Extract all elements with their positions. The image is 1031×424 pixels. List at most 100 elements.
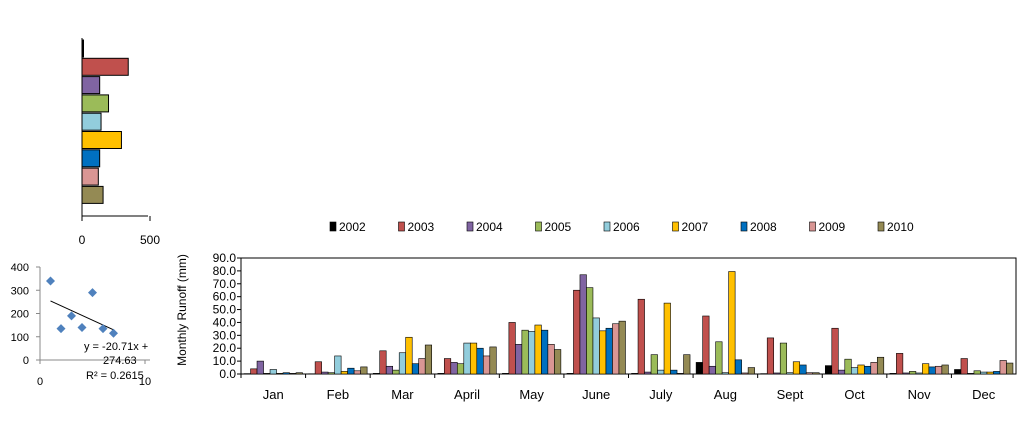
bar-July-2008: [670, 369, 678, 375]
x-tick-label: Aug: [714, 387, 737, 402]
bar-Oct-2010: [876, 356, 885, 375]
scatter-r-squared: R² = 0.2615: [86, 370, 144, 382]
bar-Dec-2005: [973, 370, 981, 375]
y-tick-label: 70.0: [213, 277, 237, 291]
bar-Sept-2003: [766, 337, 775, 375]
bar-Nov-2009: [935, 365, 943, 375]
legend-label-2010: 2010: [887, 220, 914, 234]
trend-scatter-chart: 0 100 200 300 400 0 10 y = -20.71x + 274.63 R²…: [11, 262, 151, 388]
bar-Mar-2010: [424, 344, 433, 375]
bar-May-2006: [528, 331, 536, 375]
bar-July-2010: [683, 354, 691, 375]
x-tick-label: Dec: [972, 387, 996, 402]
bar-Oct-2004: [837, 369, 846, 375]
bar-Dec-2006: [980, 371, 988, 375]
scatter-point: [46, 276, 55, 286]
y-tick-label: 30.0: [213, 328, 237, 342]
bar-June-2004: [579, 274, 587, 375]
annual-bar-2007: [81, 131, 122, 149]
bar-April-2005: [456, 363, 465, 375]
scatter-x-tick-label: 10: [139, 376, 151, 388]
bar-April-2002: [437, 373, 445, 375]
scatter-y-tick-label: 300: [11, 285, 29, 297]
annual-bar-tick-label: 0: [79, 233, 86, 247]
bar-Nov-2008: [928, 366, 936, 375]
scatter-point: [88, 288, 97, 298]
scatter-ticks: 0 100 200 300 400 0 10: [11, 262, 151, 388]
bar-Feb-2004: [321, 371, 329, 375]
legend-swatch-2005: [535, 221, 542, 232]
annual-bar-2009: [81, 167, 99, 186]
bar-April-2007: [469, 342, 478, 375]
scatter-y-tick-label: 200: [11, 309, 29, 321]
bar-Mar-2003: [379, 350, 387, 375]
bar-Mar-2009: [418, 358, 426, 375]
annual-bar-2006: [81, 112, 102, 131]
bar-Sept-2010: [812, 372, 820, 375]
legend-label-2003: 2003: [408, 220, 435, 234]
annual-bar-2003: [81, 57, 129, 76]
bar-Nov-2004: [902, 372, 910, 375]
bar-Mar-2008: [411, 363, 420, 375]
bar-June-2002: [566, 373, 574, 375]
bar-April-2006: [463, 342, 471, 375]
legend: 2002 2003 2004 2005 2006 2007 2008 2009 2010: [329, 220, 914, 234]
bar-May-2004: [515, 344, 523, 375]
bar-Feb-2009: [353, 370, 361, 375]
bar-Sept-2008: [799, 364, 807, 375]
bar-Dec-2008: [993, 371, 1001, 375]
bars: [243, 271, 1014, 375]
legend-label-2005: 2005: [545, 220, 572, 234]
x-tick-label: Nov: [908, 387, 932, 402]
bar-Nov-2005: [909, 371, 917, 375]
bar-Nov-2002: [889, 373, 897, 375]
bar-June-2010: [618, 320, 626, 375]
bar-Nov-2007: [922, 363, 930, 375]
bar-Jan-2009: [289, 373, 297, 375]
x-tick-label: Mar: [391, 387, 414, 402]
legend-swatch-2008: [740, 221, 748, 232]
bar-Nov-2003: [896, 353, 904, 375]
y-tick-label: 50.0: [213, 303, 237, 317]
bar-July-2007: [663, 302, 671, 375]
bar-Sept-2005: [779, 342, 788, 375]
bar-Feb-2007: [340, 371, 348, 375]
bar-Jan-2003: [250, 368, 258, 375]
bar-Aug-2006: [721, 372, 729, 375]
legend-swatch-2004: [466, 221, 474, 232]
bar-Aug-2005: [715, 341, 723, 375]
bar-Oct-2002: [824, 365, 833, 375]
scatter-equation-line-1: y = -20.71x +: [84, 341, 148, 353]
bar-July-2003: [637, 298, 645, 375]
bar-Sept-2009: [805, 372, 814, 375]
legend-label-2004: 2004: [476, 220, 503, 234]
scatter-point: [109, 328, 118, 338]
bar-Nov-2006: [915, 372, 923, 375]
bar-July-2002: [631, 373, 639, 375]
y-tick-label: 0.0: [219, 367, 236, 381]
scatter-point: [98, 324, 108, 334]
bar-Dec-2009: [999, 360, 1007, 375]
legend-label-2002: 2002: [339, 220, 366, 234]
bar-Aug-2004: [708, 365, 716, 375]
bar-June-2008: [605, 327, 613, 375]
bar-April-2003: [443, 358, 452, 375]
legend-swatch-2009: [809, 221, 816, 232]
scatter-point: [77, 322, 87, 332]
bar-Aug-2002: [695, 362, 703, 375]
bar-Feb-2008: [347, 367, 355, 375]
bar-Oct-2003: [831, 327, 839, 375]
legend-swatch-2007: [672, 221, 679, 232]
bar-Feb-2006: [334, 355, 342, 375]
legend-label-2008: 2008: [750, 220, 777, 234]
scatter-y-tick-label: 0: [23, 355, 29, 367]
bar-Sept-2004: [773, 372, 781, 375]
bar-May-2007: [534, 324, 542, 375]
bar-May-2010: [554, 349, 562, 375]
annual-bar-2008: [81, 149, 101, 168]
bar-July-2004: [644, 371, 652, 375]
legend-swatch-2010: [877, 221, 885, 232]
bar-Aug-2003: [702, 315, 710, 375]
bar-Mar-2007: [405, 336, 413, 375]
